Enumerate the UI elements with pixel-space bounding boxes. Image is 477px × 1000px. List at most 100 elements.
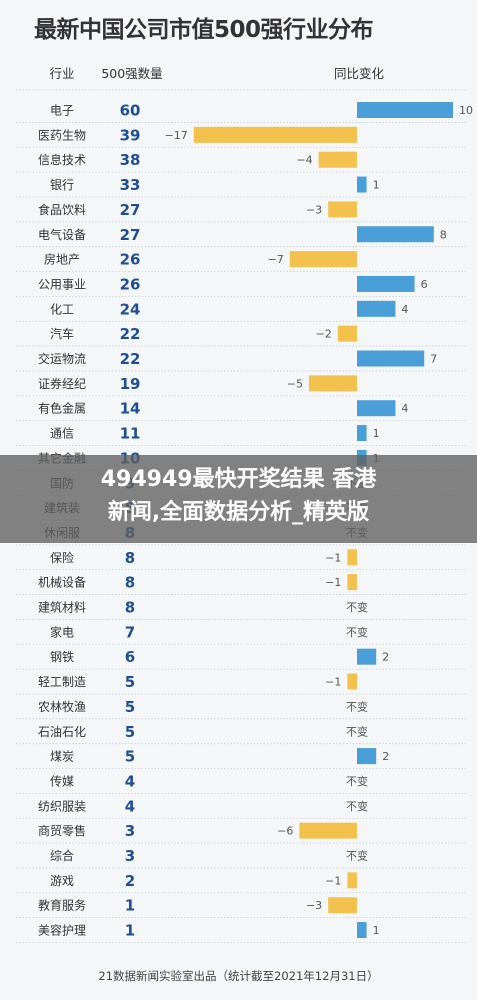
overlay-line-2: 新闻,全面数据分析_精英版 (107, 500, 370, 525)
count-value: 8 (125, 549, 135, 567)
change-data-label: −6 (277, 825, 293, 838)
count-value: 60 (120, 102, 141, 120)
count-value: 39 (120, 126, 141, 144)
industry-label: 电气设备 (38, 227, 86, 242)
change-bar-positive (357, 300, 396, 317)
industry-label: 公用事业 (38, 277, 86, 291)
industry-label: 信息技术 (38, 152, 86, 167)
change-data-label: 2 (382, 651, 389, 664)
industry-label: 电子 (50, 104, 74, 118)
count-value: 27 (120, 226, 141, 244)
change-bar-negative (299, 822, 357, 839)
change-bar-negative (347, 872, 357, 889)
header-count: 500强数量 (101, 66, 162, 81)
change-data-label: −5 (287, 377, 303, 390)
change-bar-negative (289, 251, 357, 268)
count-value: 1 (125, 922, 135, 940)
industry-label: 煤炭 (50, 750, 74, 764)
industry-label: 房地产 (44, 252, 80, 267)
count-value: 27 (120, 201, 141, 219)
industry-label: 证券经纪 (38, 376, 86, 391)
industry-label: 建筑材料 (38, 600, 86, 615)
change-bar-positive (357, 226, 434, 243)
count-value: 11 (120, 425, 141, 443)
footer-credit: 21数据新闻实验室出品（统计截至2021年12月31日） (98, 969, 379, 983)
no-change-label: 不变 (346, 849, 368, 863)
industry-label: 钢铁 (50, 650, 74, 664)
change-bar-negative (337, 325, 357, 342)
count-value: 4 (125, 772, 135, 790)
change-bar-positive (357, 275, 415, 292)
industry-label: 教育服务 (38, 898, 86, 913)
no-change-label: 不变 (346, 625, 368, 639)
count-value: 3 (125, 847, 135, 865)
industry-label: 商贸零售 (38, 823, 86, 838)
count-value: 8 (125, 599, 135, 617)
count-value: 5 (125, 698, 135, 716)
change-data-label: −2 (316, 328, 332, 341)
change-data-label: −3 (306, 899, 322, 912)
change-data-label: −1 (325, 576, 341, 589)
change-bar-negative (318, 151, 357, 168)
count-value: 26 (120, 251, 141, 269)
count-value: 2 (125, 872, 135, 890)
count-value: 19 (120, 375, 141, 393)
change-data-label: 10 (459, 104, 473, 117)
industry-label: 综合 (50, 848, 74, 863)
industry-label: 医药生物 (38, 128, 86, 142)
change-data-label: 1 (373, 179, 380, 192)
change-data-label: 8 (440, 228, 447, 241)
change-bar-negative (347, 574, 357, 591)
industry-label: 银行 (50, 178, 74, 192)
change-bar-negative (328, 201, 357, 218)
change-bar-positive (357, 176, 367, 193)
count-value: 22 (120, 350, 141, 368)
industry-label: 有色金属 (38, 401, 86, 416)
change-data-label: 1 (373, 427, 380, 440)
count-value: 3 (125, 822, 135, 840)
header-industry: 行业 (49, 66, 74, 81)
industry-label: 化工 (50, 302, 74, 316)
change-data-label: 6 (421, 278, 428, 291)
count-value: 26 (120, 275, 141, 293)
no-change-label: 不变 (346, 699, 368, 713)
count-value: 1 (125, 897, 135, 915)
industry-label: 机械设备 (38, 575, 86, 590)
count-value: 8 (125, 574, 135, 592)
industry-label: 轻工制造 (38, 675, 86, 689)
change-data-label: 7 (430, 353, 437, 366)
count-value: 5 (125, 673, 135, 691)
no-change-label: 不变 (346, 774, 368, 788)
industry-label: 保险 (50, 550, 74, 565)
no-change-label: 不变 (346, 799, 368, 813)
industry-label: 传媒 (50, 773, 74, 788)
change-bar-positive (357, 350, 425, 367)
change-data-label: 4 (401, 303, 408, 316)
change-data-label: 1 (373, 924, 380, 937)
change-data-label: −4 (296, 154, 312, 167)
count-value: 6 (125, 648, 135, 666)
change-bar-negative (347, 549, 357, 566)
change-bar-positive (357, 425, 367, 442)
no-change-label: 不变 (346, 724, 368, 738)
change-bar-positive (357, 748, 377, 765)
industry-label: 食品饮料 (38, 202, 86, 217)
industry-label: 纺织服装 (38, 799, 86, 813)
header-change: 同比变化 (334, 66, 385, 81)
change-bar-positive (357, 102, 453, 118)
change-bar-negative (328, 897, 357, 914)
change-data-label: −3 (306, 203, 322, 216)
change-data-label: 2 (382, 750, 389, 763)
change-bar-positive (357, 400, 396, 417)
industry-label: 交运物流 (38, 351, 86, 366)
change-data-label: −1 (325, 874, 341, 887)
count-value: 5 (125, 748, 135, 766)
overlay-line-1: 494949最快开奖结果 香港 (100, 467, 377, 492)
change-bar-negative (347, 673, 357, 690)
no-change-label: 不变 (346, 600, 368, 614)
chart-title: 最新中国公司市值500强行业分布 (34, 17, 374, 43)
change-data-label: −1 (325, 676, 341, 689)
change-bar-positive (357, 648, 377, 665)
change-data-label: −7 (268, 253, 284, 266)
